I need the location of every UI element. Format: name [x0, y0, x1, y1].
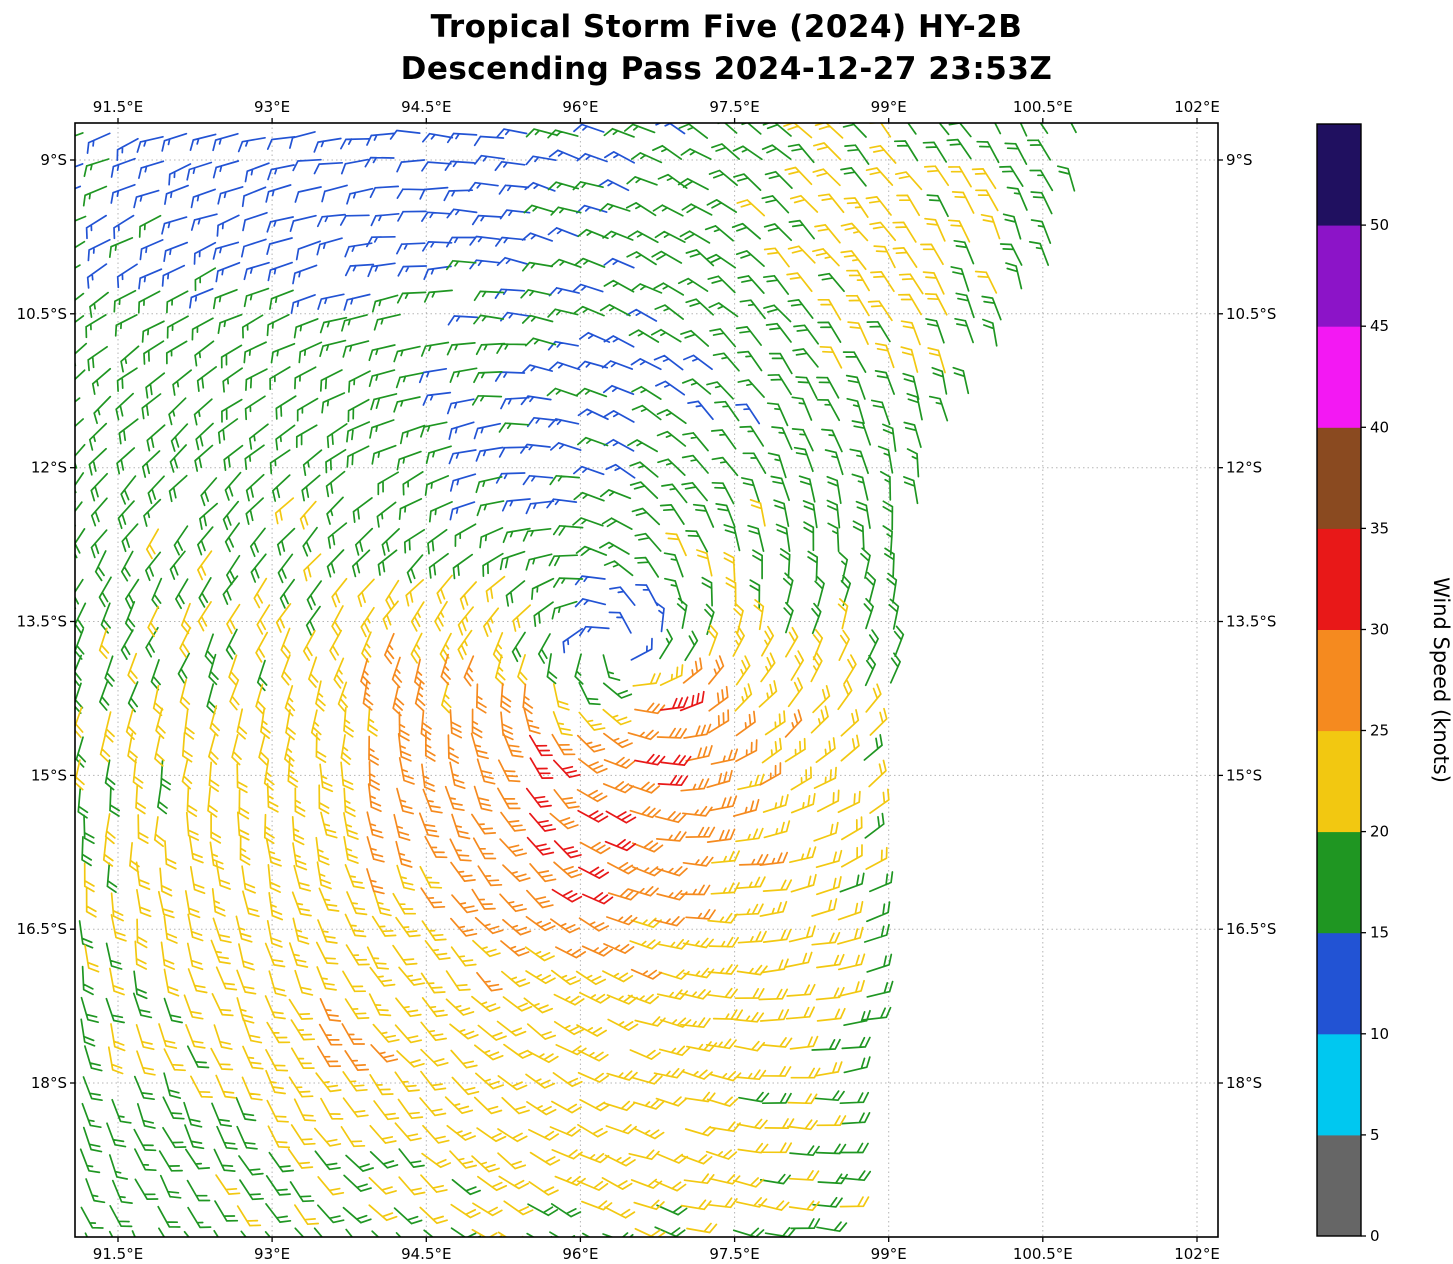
colorbar-tick-label: 20 — [1370, 823, 1389, 841]
x-tick-label-top: 96°E — [562, 98, 598, 116]
colorbar-segment-15-20-kt — [1317, 831, 1361, 934]
colorbar-segment-10-15-kt — [1317, 932, 1361, 1035]
y-tick-label-left: 18°S — [31, 1074, 67, 1092]
colorbar-segment-30-35-kt — [1317, 528, 1361, 630]
colorbar-tick-label: 5 — [1370, 1126, 1380, 1144]
y-tick-label-left: 10.5°S — [17, 305, 67, 323]
x-tick-label-bottom: 100.5°E — [1013, 1245, 1073, 1263]
colorbar-tick-label: 10 — [1370, 1025, 1389, 1043]
x-tick-label-bottom: 93°E — [254, 1245, 290, 1263]
colorbar-tick-label: 45 — [1370, 317, 1389, 335]
x-tick-label-top: 93°E — [254, 98, 290, 116]
y-tick-label-right: 13.5°S — [1226, 613, 1276, 631]
x-tick-label-top: 97.5°E — [709, 98, 759, 116]
x-tick-label-bottom: 96°E — [562, 1245, 598, 1263]
colorbar-segment-0-5-kt — [1317, 1134, 1361, 1237]
colorbar-tick-label: 30 — [1370, 621, 1389, 639]
x-tick-label-bottom: 99°E — [871, 1245, 907, 1263]
x-tick-label-top: 100.5°E — [1013, 98, 1073, 116]
y-tick-label-right: 16.5°S — [1226, 920, 1276, 938]
colorbar-segment-20-25-kt — [1317, 730, 1361, 833]
y-tick-label-left: 16.5°S — [17, 920, 67, 938]
x-tick-label-top: 91.5°E — [93, 98, 143, 116]
colorbar-segment-45-50-kt — [1317, 225, 1361, 327]
colorbar-tick-label: 40 — [1370, 418, 1389, 436]
y-tick-label-right: 12°S — [1226, 459, 1262, 477]
colorbar-tick-label: 0 — [1370, 1227, 1380, 1245]
colorbar-tick-label: 50 — [1370, 216, 1389, 234]
x-tick-label-top: 99°E — [871, 98, 907, 116]
x-tick-label-bottom: 102°E — [1174, 1245, 1220, 1263]
y-tick-label-left: 12°S — [31, 459, 67, 477]
colorbar-axis-label: Wind Speed (knots) — [1429, 577, 1453, 783]
colorbar-outline — [1316, 123, 1362, 1237]
colorbar-tick-label: 25 — [1370, 722, 1389, 740]
y-tick-label-right: 10.5°S — [1226, 305, 1276, 323]
colorbar-tick-label: 35 — [1370, 519, 1389, 537]
colorbar-segment-50+-kt — [1317, 124, 1361, 226]
wind-barbs-15-20-kt — [75, 123, 1077, 1237]
wind-barbs-30-35-kt — [525, 690, 705, 905]
x-tick-label-bottom: 91.5°E — [93, 1245, 143, 1263]
colorbar-segment-35-40-kt — [1317, 427, 1361, 529]
x-tick-label-top: 102°E — [1174, 98, 1220, 116]
y-tick-label-left: 9°S — [40, 151, 67, 169]
y-tick-label-left: 15°S — [31, 766, 67, 784]
colorbar-segment-5-10-kt — [1317, 1033, 1361, 1136]
y-tick-label-right: 15°S — [1226, 766, 1262, 784]
x-tick-label-bottom: 97.5°E — [709, 1245, 759, 1263]
y-tick-label-left: 13.5°S — [17, 613, 67, 631]
colorbar-segment-40-45-kt — [1317, 326, 1361, 428]
y-tick-label-right: 18°S — [1226, 1074, 1262, 1092]
colorbar-segment-25-30-kt — [1317, 629, 1361, 732]
y-tick-label-right: 9°S — [1226, 151, 1253, 169]
wind-barbs-10-15-kt — [75, 123, 761, 661]
x-tick-label-top: 94.5°E — [401, 98, 451, 116]
x-tick-label-bottom: 94.5°E — [401, 1245, 451, 1263]
colorbar-tick-label: 15 — [1370, 924, 1389, 942]
plot-frame — [74, 122, 1219, 1238]
wind-barbs-25-30-kt — [317, 632, 803, 1071]
wind-barbs-20-25-kt — [75, 123, 1001, 1237]
